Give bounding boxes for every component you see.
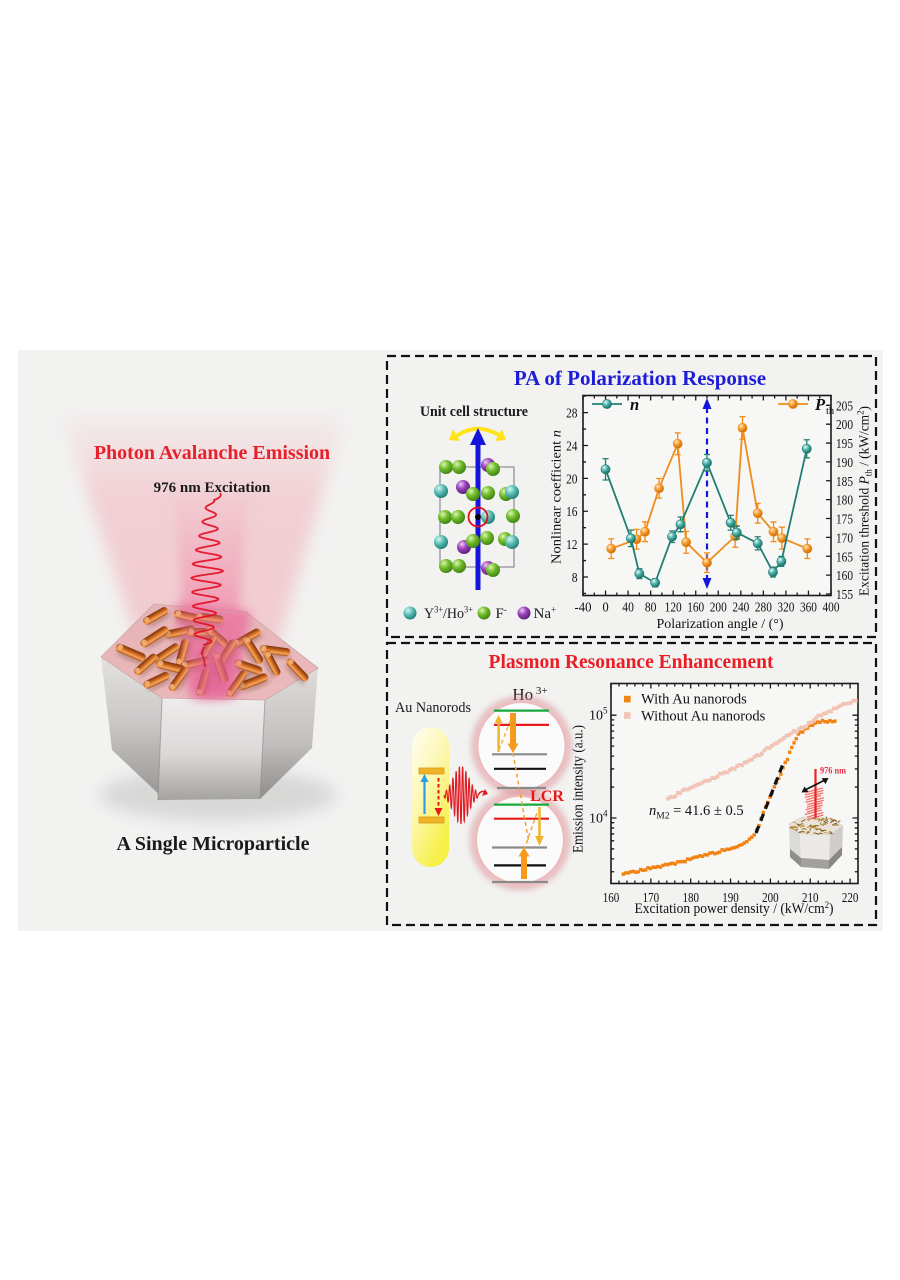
svg-text:28: 28 [566, 407, 577, 422]
svg-text:80: 80 [645, 601, 657, 616]
svg-text:F-: F- [496, 605, 507, 623]
svg-text:360: 360 [800, 601, 817, 616]
svg-text:280: 280 [755, 601, 772, 616]
svg-text:165: 165 [836, 550, 853, 565]
svg-text:Excitation threshold Pth / (kW: Excitation threshold Pth / (kW/cm2) [856, 406, 874, 596]
svg-text:160: 160 [687, 601, 704, 616]
svg-text:185: 185 [836, 475, 853, 490]
svg-text:200: 200 [836, 418, 853, 433]
svg-text:Unit cell structure: Unit cell structure [420, 404, 528, 420]
svg-text:Na+: Na+ [534, 605, 557, 623]
svg-text:190: 190 [722, 891, 739, 906]
svg-text:Photon Avalanche Emission: Photon Avalanche Emission [94, 442, 330, 464]
svg-text:210: 210 [802, 891, 819, 906]
svg-text:200: 200 [710, 601, 727, 616]
svg-text:40: 40 [622, 601, 634, 616]
svg-text:P: P [814, 395, 826, 414]
svg-text:-40: -40 [575, 601, 592, 616]
svg-text:180: 180 [836, 494, 853, 509]
svg-text:Nonlinear coefficient n: Nonlinear coefficient n [550, 430, 565, 564]
svg-text:195: 195 [836, 437, 853, 452]
svg-text:120: 120 [665, 601, 682, 616]
svg-text:190: 190 [836, 456, 853, 471]
svg-text:Excitation power density / (kW: Excitation power density / (kW/cm2) [635, 901, 834, 917]
svg-text:160: 160 [836, 569, 853, 584]
svg-text:A Single Microparticle: A Single Microparticle [117, 833, 310, 855]
svg-text:320: 320 [777, 601, 794, 616]
svg-text:400: 400 [823, 601, 840, 616]
svg-text:24: 24 [566, 439, 577, 454]
svg-text:Without Au nanorods: Without Au nanorods [641, 709, 766, 725]
svg-text:8: 8 [572, 571, 578, 586]
svg-text:n: n [630, 395, 639, 414]
svg-text:With Au nanorods: With Au nanorods [641, 691, 747, 707]
svg-text:175: 175 [836, 513, 853, 528]
svg-text:12: 12 [566, 538, 577, 553]
svg-text:976 nm Excitation: 976 nm Excitation [154, 480, 271, 496]
svg-text:180: 180 [682, 891, 699, 906]
svg-text:20: 20 [566, 472, 577, 487]
svg-text:200: 200 [762, 891, 779, 906]
svg-text:th: th [826, 406, 835, 417]
svg-text:PA of Polarization Response: PA of Polarization Response [514, 366, 766, 390]
svg-text:LCR: LCR [530, 788, 564, 805]
svg-text:170: 170 [643, 891, 660, 906]
svg-text:205: 205 [836, 399, 853, 414]
svg-text:16: 16 [566, 505, 577, 520]
svg-text:Au Nanorods: Au Nanorods [395, 700, 471, 716]
svg-text:0: 0 [602, 601, 608, 616]
svg-text:160: 160 [603, 891, 620, 906]
svg-text:Polarization angle / (°): Polarization angle / (°) [657, 616, 784, 631]
svg-text:155: 155 [836, 588, 853, 603]
svg-text:976 nm: 976 nm [820, 767, 846, 777]
svg-text:170: 170 [836, 531, 853, 546]
svg-text:nM2 = 41.6 ± 0.5: nM2 = 41.6 ± 0.5 [649, 803, 744, 822]
svg-text:Emission intensity (a.u.): Emission intensity (a.u.) [571, 725, 587, 853]
svg-text:220: 220 [842, 891, 859, 906]
svg-text:Plasmon Resonance Enhancement: Plasmon Resonance Enhancement [489, 652, 774, 673]
svg-text:240: 240 [732, 601, 749, 616]
